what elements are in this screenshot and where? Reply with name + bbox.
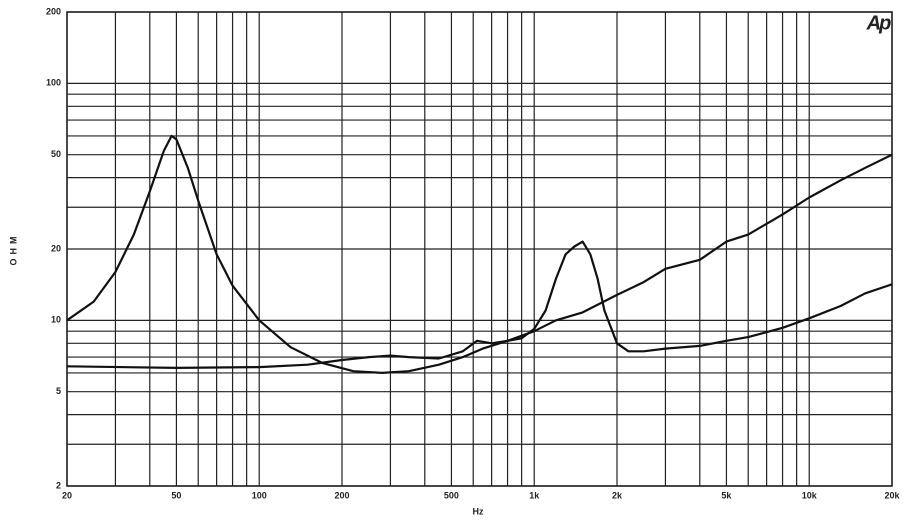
y-axis-label: OHM xyxy=(8,233,18,266)
y-tick-label: 10 xyxy=(51,315,61,325)
y-tick-label: 50 xyxy=(51,149,61,159)
x-tick-label: 20 xyxy=(62,490,72,500)
y-tick-label: 2 xyxy=(56,480,61,490)
y-tick-label: 100 xyxy=(46,78,61,88)
x-tick-label: 10k xyxy=(802,490,818,500)
x-tick-label: 5k xyxy=(721,490,732,500)
x-tick-label: 20k xyxy=(884,490,900,500)
y-tick-label: 200 xyxy=(46,6,61,16)
x-tick-label: 200 xyxy=(334,490,349,500)
x-tick-label: 50 xyxy=(171,490,181,500)
y-tick-label: 20 xyxy=(51,243,61,253)
y-tick-label: 5 xyxy=(56,386,61,396)
series-line xyxy=(66,134,893,374)
series-line xyxy=(66,240,893,369)
x-tick-label: 100 xyxy=(252,490,267,500)
x-tick-label: 2k xyxy=(612,490,623,500)
x-axis-label: Hz xyxy=(473,506,484,516)
logo: Ap xyxy=(866,12,891,34)
x-tick-label: 1k xyxy=(529,490,540,500)
x-tick-label: 500 xyxy=(444,490,459,500)
